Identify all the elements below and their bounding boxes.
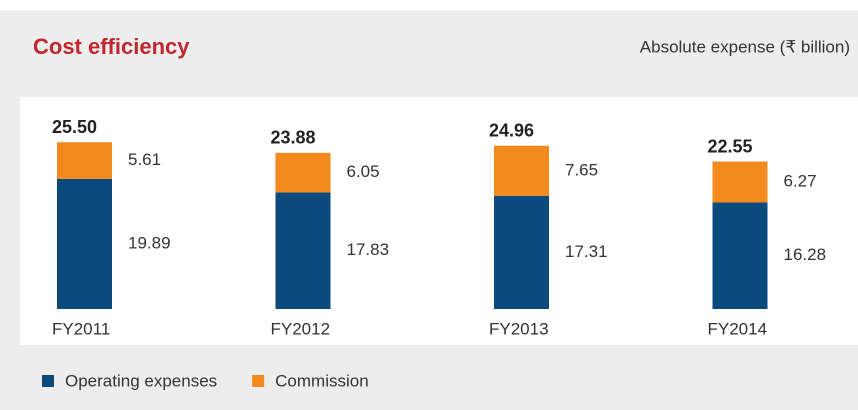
total-label: 23.88	[271, 128, 316, 148]
bar-segment	[275, 192, 331, 309]
x-tick-label: FY2014	[708, 319, 768, 338]
x-tick-label: FY2013	[489, 319, 549, 338]
bar-segment	[57, 178, 112, 309]
bar-segment	[494, 145, 549, 196]
legend-swatch	[42, 375, 54, 387]
legend-label: Operating expenses	[65, 371, 217, 390]
data-label: 6.05	[347, 162, 380, 181]
data-label: 16.28	[784, 245, 827, 264]
bar-segment	[712, 202, 768, 309]
legend-swatch	[252, 375, 265, 387]
bar-segment	[494, 195, 549, 309]
bar-segment	[712, 161, 768, 203]
total-label: 22.55	[708, 136, 753, 156]
bar-segment	[275, 152, 331, 193]
data-label: 7.65	[565, 160, 598, 179]
total-label: 25.50	[52, 117, 97, 137]
legend-label: Commission	[275, 371, 369, 390]
data-label: 19.89	[128, 233, 171, 252]
data-label: 17.83	[347, 240, 390, 259]
data-label: 5.61	[128, 150, 161, 169]
x-tick-label: FY2011	[52, 319, 110, 338]
total-label: 24.96	[489, 121, 534, 141]
chart-title: Cost efficiency	[33, 34, 190, 59]
data-label: 17.31	[565, 242, 608, 261]
x-tick-label: FY2012	[271, 319, 331, 338]
chart-subtitle: Absolute expense (₹ billion)	[640, 37, 850, 56]
data-label: 6.27	[784, 172, 817, 191]
bar-segment	[57, 142, 112, 179]
